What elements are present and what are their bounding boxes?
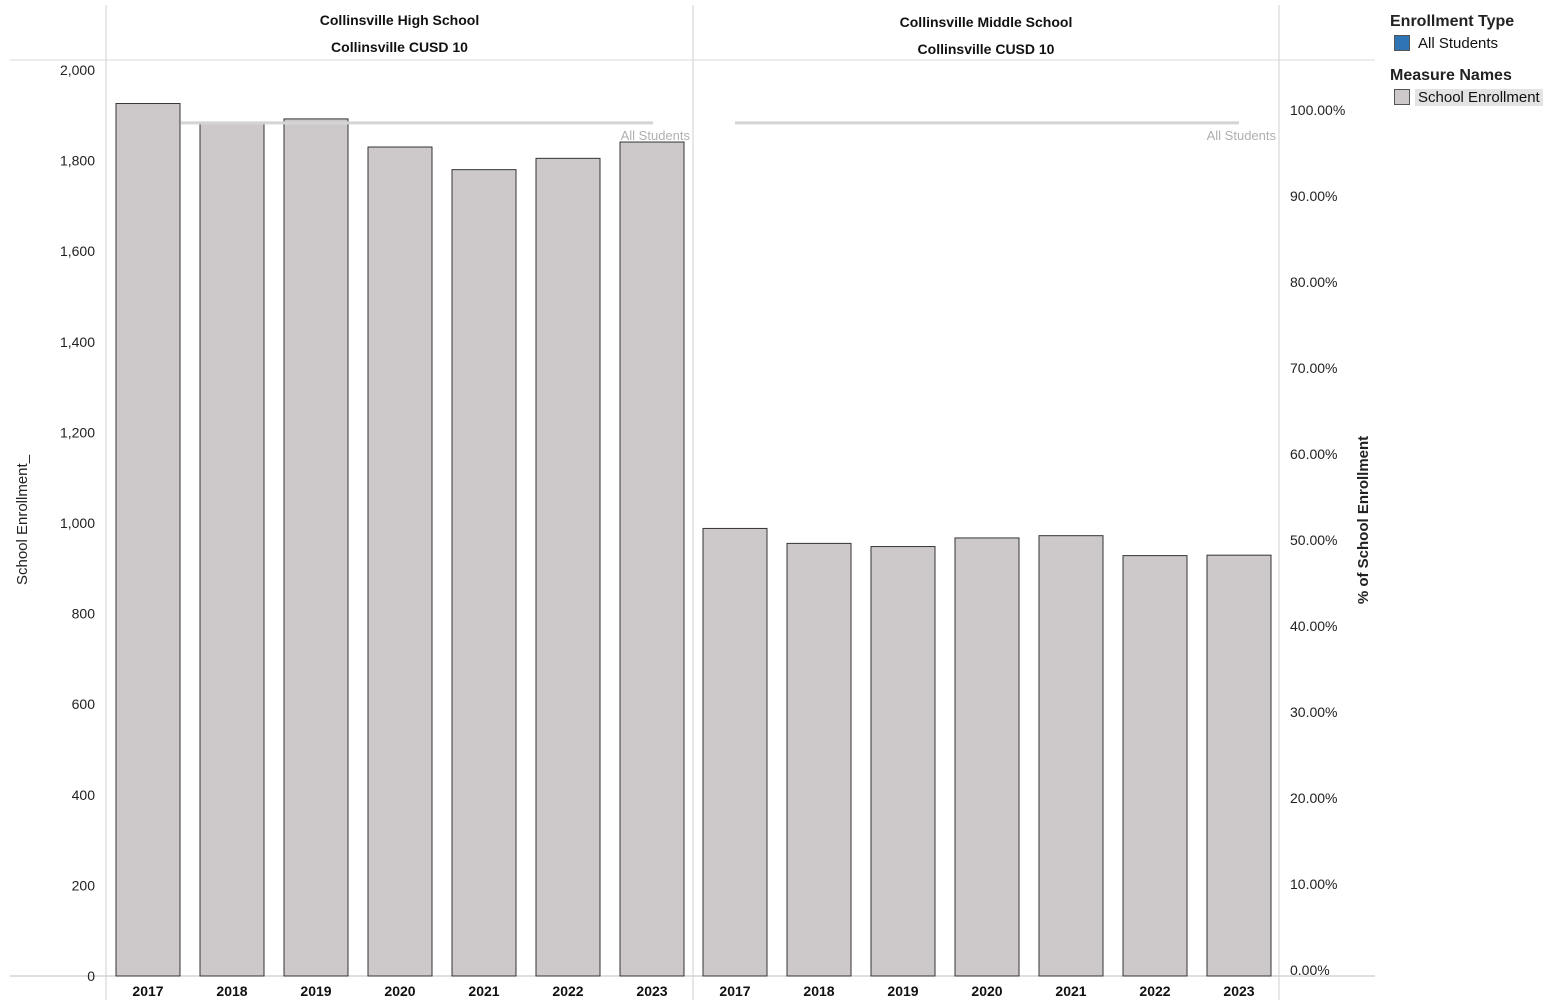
- x-tick-label: 2019: [887, 983, 918, 999]
- reference-line-label: All Students: [1207, 128, 1277, 143]
- y2-tick-label: 20.00%: [1290, 790, 1337, 806]
- y2-tick-label: 80.00%: [1290, 274, 1337, 290]
- y-tick-label: 800: [72, 606, 96, 622]
- panel-subtitle: Collinsville CUSD 10: [331, 39, 468, 55]
- legend-swatch-gray: [1394, 89, 1410, 105]
- legend-enrollment-type: Enrollment Type All Students: [1390, 12, 1550, 54]
- bar[interactable]: [1038, 535, 1104, 977]
- panel-title: Collinsville High School: [320, 12, 479, 28]
- bar[interactable]: [619, 141, 685, 977]
- y2-tick-label: 30.00%: [1290, 704, 1337, 720]
- legend-enrollment-type-title: Enrollment Type: [1390, 13, 1515, 30]
- legend: Enrollment Type All Students Measure Nam…: [1390, 12, 1550, 120]
- y2-tick-label: 10.00%: [1290, 876, 1337, 892]
- y2-tick-label: 40.00%: [1290, 618, 1337, 634]
- bar[interactable]: [283, 118, 349, 977]
- bar[interactable]: [199, 122, 265, 977]
- bar[interactable]: [535, 157, 601, 977]
- y2-axis-title: % of School Enrollment: [1355, 436, 1372, 604]
- legend-measure-names-title: Measure Names: [1390, 67, 1512, 84]
- bar[interactable]: [1122, 555, 1188, 977]
- bar[interactable]: [870, 546, 936, 977]
- x-tick-label: 2023: [636, 983, 667, 999]
- legend-measure-names: Measure Names School Enrollment: [1390, 66, 1550, 108]
- x-axis-labels: 2017 2018 2019 2020 2021 2022 2023 2017 2018 2019…: [132, 983, 1254, 999]
- bar[interactable]: [786, 542, 852, 977]
- x-tick-label: 2020: [384, 983, 415, 999]
- y-tick-label: 1,800: [60, 153, 95, 169]
- y-tick-label: 2,000: [60, 62, 95, 78]
- reference-line-label: All Students: [621, 128, 691, 143]
- x-tick-label: 2020: [971, 983, 1002, 999]
- legend-item-school-enrollment[interactable]: School Enrollment: [1390, 86, 1550, 108]
- x-tick-label: 2022: [552, 983, 583, 999]
- y-tick-label: 400: [72, 787, 96, 803]
- y2-tick-label: 70.00%: [1290, 360, 1337, 376]
- y2-tick-label: 100.00%: [1290, 102, 1345, 118]
- x-tick-label: 2023: [1223, 983, 1254, 999]
- y2-tick-label: 60.00%: [1290, 446, 1337, 462]
- x-tick-label: 2019: [300, 983, 331, 999]
- bar-layer: [115, 103, 1272, 977]
- x-tick-label: 2018: [803, 983, 834, 999]
- x-tick-label: 2017: [719, 983, 750, 999]
- y-axis-title: School Enrollment_: [14, 454, 31, 585]
- panel-subtitle: Collinsville CUSD 10: [918, 41, 1055, 57]
- x-tick-label: 2021: [1055, 983, 1086, 999]
- y-tick-label: 600: [72, 696, 96, 712]
- legend-item-label: All Students: [1418, 34, 1499, 52]
- legend-item-label: School Enrollment: [1415, 88, 1543, 106]
- y-tick-label: 1,600: [60, 243, 95, 259]
- y-axis-right: 0.00% 10.00% 20.00% 30.00% 40.00% 50.00% 60.00…: [1290, 102, 1345, 978]
- reference-layer: All Students All Students: [181, 121, 1277, 143]
- bar[interactable]: [702, 527, 768, 977]
- y2-tick-label: 90.00%: [1290, 188, 1337, 204]
- y-axis-left: 0 200 400 600 800 1,000 1,200 1,400 1,600 1,800 2,…: [60, 62, 95, 984]
- bar[interactable]: [954, 537, 1020, 977]
- y2-tick-label: 50.00%: [1290, 532, 1337, 548]
- y-tick-label: 1,000: [60, 515, 95, 531]
- bar[interactable]: [367, 146, 433, 977]
- panel-headers: Collinsville High School Collinsville CUS…: [320, 12, 1073, 57]
- panel-title: Collinsville Middle School: [900, 14, 1073, 30]
- bar[interactable]: [451, 169, 517, 977]
- y2-tick-label: 0.00%: [1290, 962, 1330, 978]
- bar[interactable]: [1206, 554, 1272, 977]
- y-tick-label: 1,200: [60, 424, 95, 440]
- legend-swatch-blue: [1394, 35, 1410, 51]
- bar[interactable]: [115, 103, 181, 977]
- y-tick-label: 0: [87, 968, 95, 984]
- x-tick-label: 2021: [468, 983, 499, 999]
- x-tick-label: 2017: [132, 983, 163, 999]
- x-tick-label: 2022: [1139, 983, 1170, 999]
- y-tick-label: 1,400: [60, 334, 95, 350]
- y-tick-label: 200: [72, 877, 96, 893]
- legend-item-all-students[interactable]: All Students: [1390, 32, 1550, 54]
- x-tick-label: 2018: [216, 983, 247, 999]
